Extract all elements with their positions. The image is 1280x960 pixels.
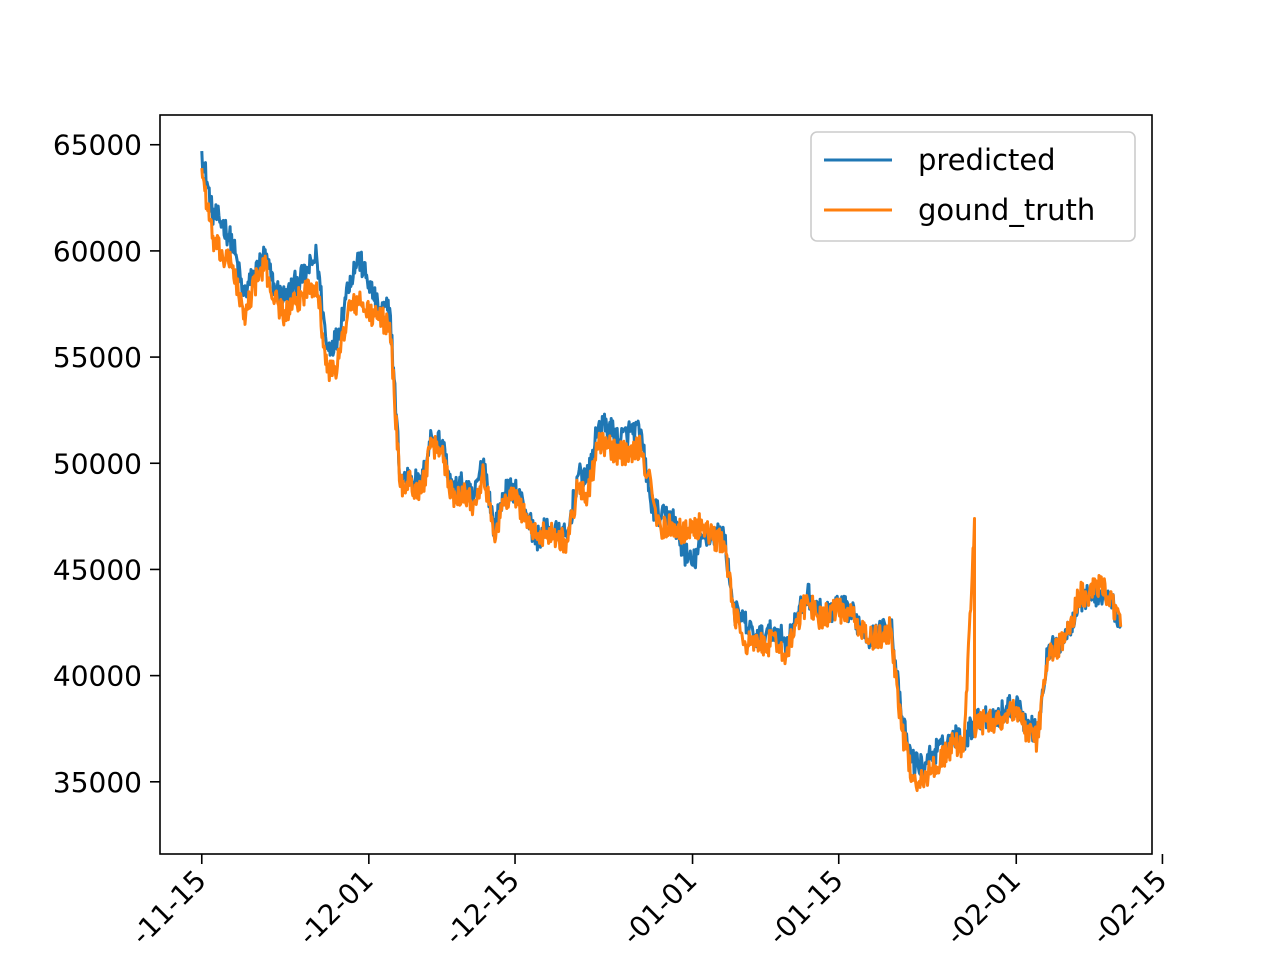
y-tick-label: 50000 — [53, 447, 142, 480]
legend: predicted gound_truth — [810, 131, 1136, 242]
y-tick-label: 60000 — [53, 235, 142, 268]
plot-area — [200, 151, 1123, 793]
series-line-predicted — [200, 151, 1123, 779]
y-tick-label: 45000 — [53, 553, 142, 586]
axes-frame — [159, 114, 1153, 855]
legend-label-predicted: predicted — [918, 143, 1056, 177]
y-tick-label: 40000 — [53, 660, 142, 693]
y-axis: 35000 40000 45000 50000 55000 60000 65000 — [53, 129, 160, 799]
legend-label-gound_truth: gound_truth — [918, 193, 1095, 227]
y-tick-label: 55000 — [53, 341, 142, 374]
series-line-gound_truth — [200, 167, 1123, 793]
y-tick-label: 35000 — [53, 766, 142, 799]
y-tick-label: 65000 — [53, 129, 142, 162]
